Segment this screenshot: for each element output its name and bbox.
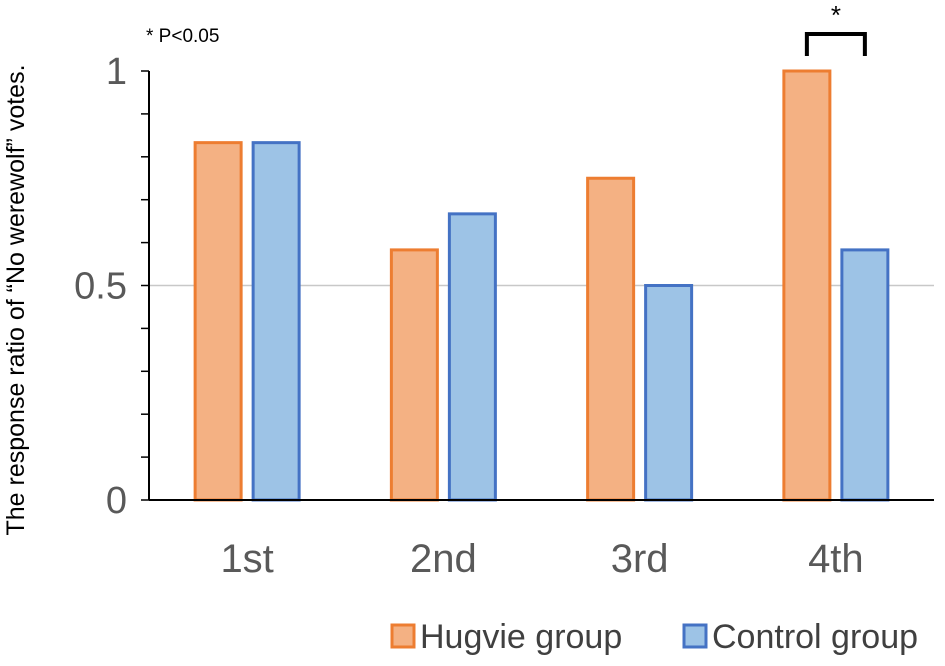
y-tick-label: 0	[106, 480, 127, 522]
legend-label-hugvie-group: Hugvie group	[420, 618, 622, 656]
bar-hugvie-group-2nd	[389, 248, 439, 502]
significance-bracket-line	[804, 32, 867, 56]
x-tick-labels: 1st 2nd 3rd 4th	[220, 537, 863, 581]
bar-hugvie-group-4th	[782, 69, 832, 502]
bar-control-group-1st	[251, 141, 301, 502]
x-tick-label-2nd: 2nd	[410, 537, 477, 581]
bar-control-group-4th	[840, 248, 890, 502]
x-tick-label-1st: 1st	[220, 537, 273, 581]
significance-note: * P<0.05	[146, 26, 219, 47]
bar-control-group-2nd	[447, 212, 497, 502]
y-axis-label: The response ratio of “No werewolf” vote…	[2, 64, 30, 535]
significance-star: *	[831, 0, 841, 30]
bar-hugvie-group-3rd	[586, 176, 636, 502]
significance-bracket: *	[804, 0, 867, 56]
y-tick-label: 1	[106, 51, 127, 93]
x-tick-label-4th: 4th	[808, 537, 864, 581]
legend-swatch-hugvie-group	[390, 623, 416, 649]
bar-control-group-3rd	[644, 284, 694, 502]
bar-hugvie-group-1st	[193, 141, 243, 502]
y-ticks: 00.51	[74, 51, 149, 522]
legend-swatch-control-group	[682, 623, 708, 649]
legend-label-control-group: Control group	[712, 618, 918, 656]
x-tick-label-3rd: 3rd	[611, 537, 669, 581]
legend: Hugvie group Control group	[390, 618, 918, 656]
y-tick-label: 0.5	[74, 266, 127, 308]
